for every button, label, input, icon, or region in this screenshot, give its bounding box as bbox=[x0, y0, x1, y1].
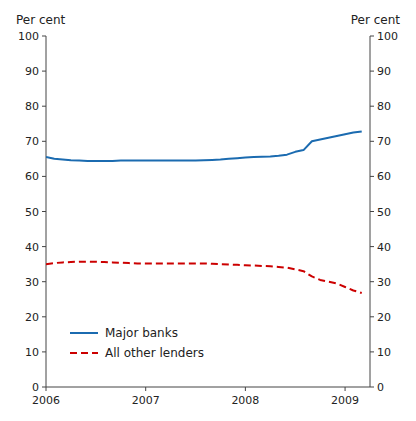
y2-tick-label: 0 bbox=[377, 381, 384, 394]
y2-tick bbox=[370, 351, 374, 352]
y-tick-label: 30 bbox=[25, 276, 39, 289]
y-tick bbox=[42, 36, 46, 37]
y-tick-label: 10 bbox=[25, 346, 39, 359]
y-tick-label: 70 bbox=[25, 135, 39, 148]
y-tick bbox=[42, 387, 46, 388]
series-line bbox=[46, 262, 362, 293]
y-tick-label: 100 bbox=[18, 30, 39, 43]
y-tick bbox=[42, 351, 46, 352]
x-tick bbox=[245, 387, 246, 391]
y2-tick-label: 80 bbox=[377, 100, 391, 113]
x-tick-label: 2008 bbox=[231, 394, 259, 407]
legend-swatch bbox=[70, 352, 98, 354]
y2-tick bbox=[370, 141, 374, 142]
legend-swatch bbox=[70, 332, 98, 334]
y-tick bbox=[42, 176, 46, 177]
y2-tick bbox=[370, 387, 374, 388]
y2-tick-label: 70 bbox=[377, 135, 391, 148]
x-tick-label: 2007 bbox=[132, 394, 160, 407]
series-line bbox=[46, 131, 362, 160]
y2-tick-label: 100 bbox=[377, 30, 398, 43]
y-tick bbox=[42, 281, 46, 282]
y-tick-label: 90 bbox=[25, 65, 39, 78]
y2-tick-label: 60 bbox=[377, 170, 391, 183]
y-tick-label: 50 bbox=[25, 206, 39, 219]
y2-tick bbox=[370, 176, 374, 177]
x-tick-label: 2009 bbox=[331, 394, 359, 407]
y2-tick-label: 20 bbox=[377, 311, 391, 324]
y2-tick bbox=[370, 211, 374, 212]
legend-label: All other lenders bbox=[105, 346, 204, 360]
y-tick bbox=[42, 211, 46, 212]
x-tick bbox=[145, 387, 146, 391]
y2-axis-label: Per cent bbox=[351, 13, 401, 27]
y-tick bbox=[42, 71, 46, 72]
y-tick-label: 60 bbox=[25, 170, 39, 183]
x-tick bbox=[46, 387, 47, 391]
x-tick bbox=[345, 387, 346, 391]
y-tick bbox=[42, 141, 46, 142]
y2-tick-label: 10 bbox=[377, 346, 391, 359]
y2-tick-label: 50 bbox=[377, 206, 391, 219]
y-tick-label: 0 bbox=[32, 381, 39, 394]
x-axis-line bbox=[46, 387, 370, 388]
legend-label: Major banks bbox=[105, 326, 178, 340]
legend: Major banks All other lenders bbox=[70, 326, 204, 360]
y-tick-label: 20 bbox=[25, 311, 39, 324]
y-tick-label: 40 bbox=[25, 241, 39, 254]
y2-tick bbox=[370, 71, 374, 72]
x-tick-label: 2006 bbox=[32, 394, 60, 407]
y-tick bbox=[42, 106, 46, 107]
y2-tick-label: 90 bbox=[377, 65, 391, 78]
y2-tick bbox=[370, 246, 374, 247]
y2-tick bbox=[370, 106, 374, 107]
y2-tick-label: 40 bbox=[377, 241, 391, 254]
y2-tick-label: 30 bbox=[377, 276, 391, 289]
y-tick bbox=[42, 246, 46, 247]
y-tick-label: 80 bbox=[25, 100, 39, 113]
y-tick bbox=[42, 316, 46, 317]
chart: 2006200720082009010203040506070809010001… bbox=[0, 0, 416, 421]
y2-tick bbox=[370, 316, 374, 317]
plot-area bbox=[46, 131, 362, 292]
y2-tick bbox=[370, 36, 374, 37]
y-axis-label: Per cent bbox=[16, 13, 66, 27]
y2-tick bbox=[370, 281, 374, 282]
